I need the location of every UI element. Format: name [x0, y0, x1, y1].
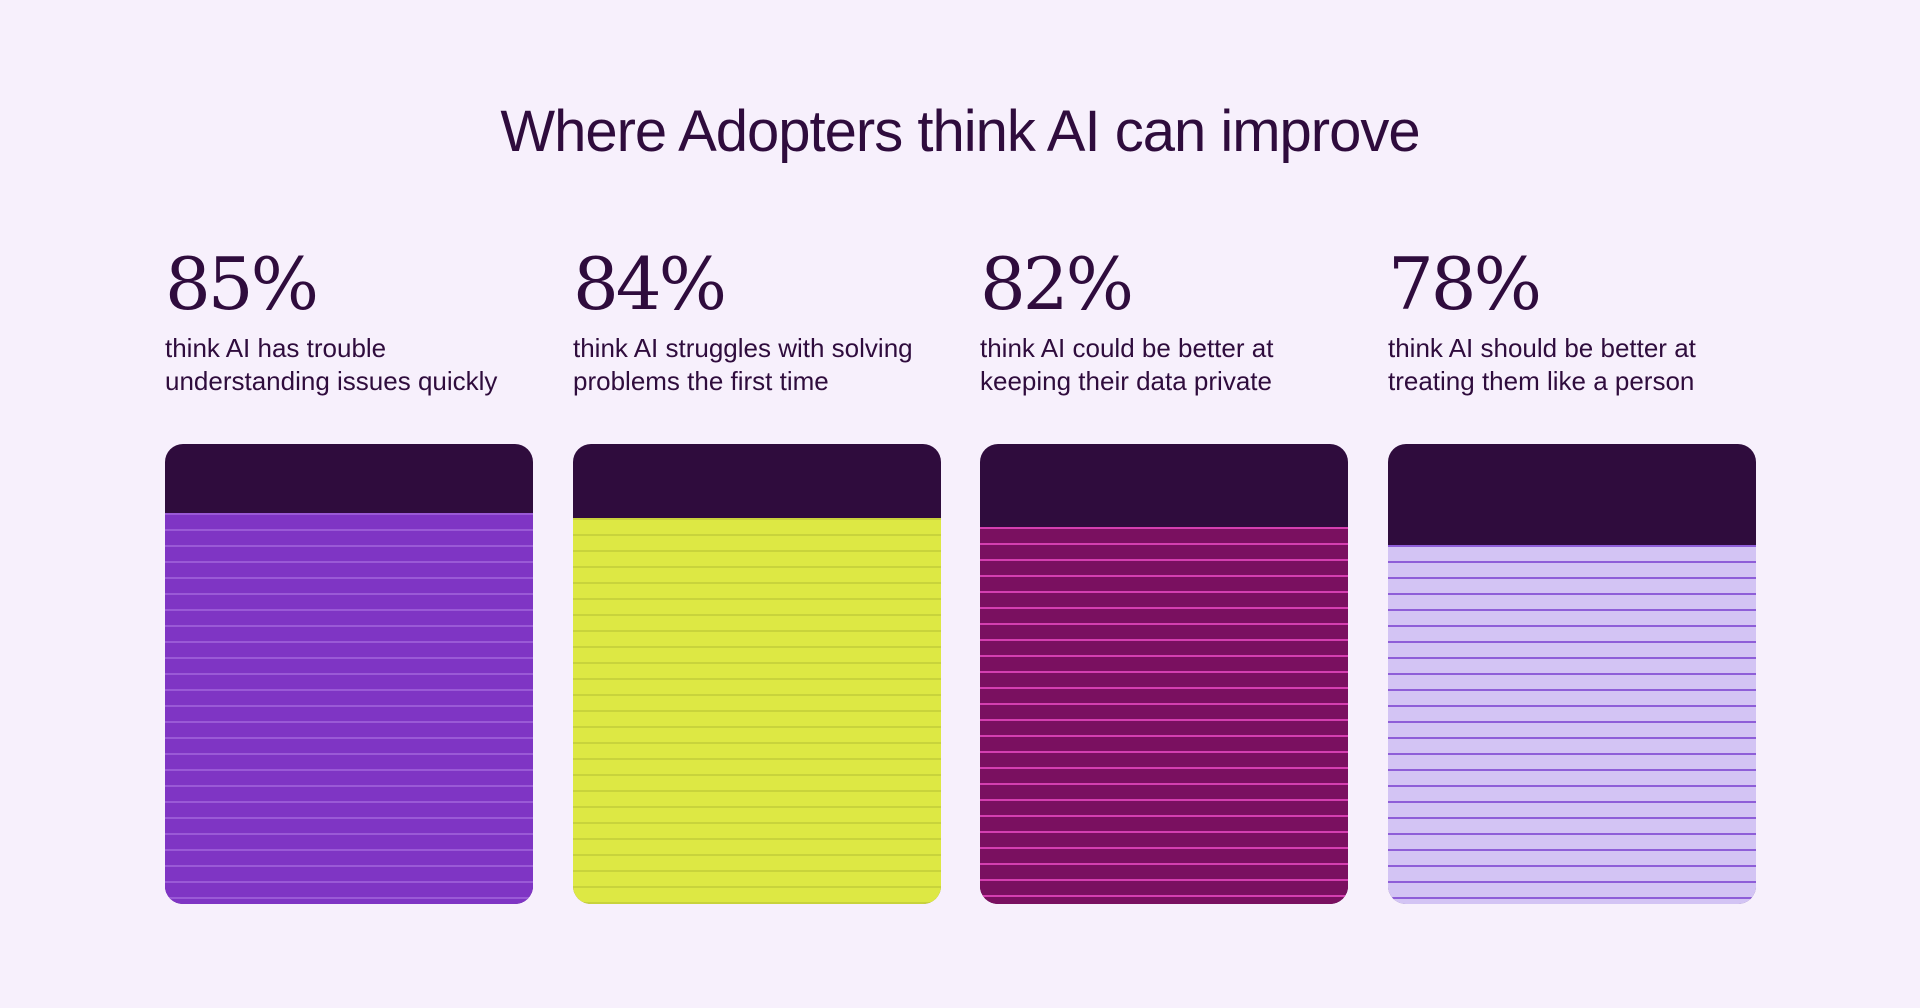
stat-description-2-line-2: problems the first time: [573, 366, 829, 396]
stat-description-2-line-1: think AI struggles with solving: [573, 333, 913, 363]
stat-description-3: think AI could be better at keeping thei…: [980, 332, 1360, 398]
stat-value-3: 82%: [980, 242, 1134, 326]
stat-description-2: think AI struggles with solving problems…: [573, 332, 953, 398]
stat-value-1: 85%: [165, 242, 319, 326]
stat-column-3: 82% think AI could be better at keeping …: [980, 236, 1350, 906]
bar-container-2: [573, 444, 941, 904]
stat-description-1-line-2: understanding issues quickly: [165, 366, 498, 396]
stat-description-4: think AI should be better at treating th…: [1388, 332, 1768, 398]
stat-description-3-line-2: keeping their data private: [980, 366, 1272, 396]
bar-2: [573, 517, 941, 904]
stat-description-4-line-2: treating them like a person: [1388, 366, 1695, 396]
bar-container-4: [1388, 444, 1756, 904]
stat-description-4-line-1: think AI should be better at: [1388, 333, 1696, 363]
bar-1: [165, 513, 533, 904]
stat-description-1-line-1: think AI has trouble: [165, 333, 387, 363]
stat-column-4: 78% think AI should be better at treatin…: [1388, 236, 1758, 906]
stat-description-1: think AI has trouble understanding issue…: [165, 332, 545, 398]
stat-value-2: 84%: [573, 242, 727, 326]
bar-3: [980, 526, 1348, 904]
chart-title: Where Adopters think AI can improve: [500, 99, 1420, 164]
stat-description-3-line-1: think AI could be better at: [980, 333, 1274, 363]
stat-column-2: 84% think AI struggles with solving prob…: [573, 236, 943, 906]
bar-4: [1388, 545, 1756, 904]
bar-container-3: [980, 444, 1348, 904]
stat-column-1: 85% think AI has trouble understanding i…: [165, 236, 535, 906]
stat-value-4: 78%: [1388, 242, 1542, 326]
bar-container-1: [165, 444, 533, 904]
